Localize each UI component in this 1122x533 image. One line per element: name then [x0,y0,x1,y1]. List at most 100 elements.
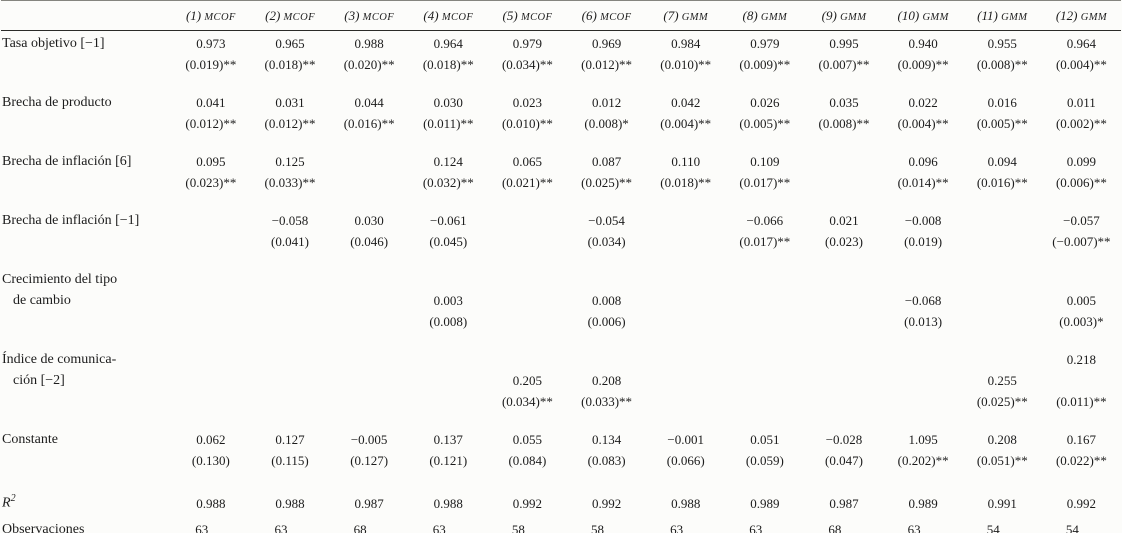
cell: 1.095 [908,432,938,447]
cell: (0.033)** [264,175,316,190]
table-row: (0.130) (0.115) (0.127) (0.121) (0.084) (0.08… [1,450,1121,486]
cell: (0.020)** [343,57,395,72]
cell: (0.121) [429,453,468,468]
cell [963,311,1042,347]
table-row: Constante 0.062 0.127 −0.005 0.137 0.055 0.134… [1,427,1121,450]
model-method: GMM [1080,12,1108,23]
cell: (0.025)** [976,394,1028,409]
cell: (0.034)** [501,394,553,409]
model-method: GMM [922,12,949,23]
cell [488,231,567,267]
model-number: (9) [821,8,841,23]
cell: 0.989 [750,495,780,511]
cell: 0.964 [433,36,463,51]
cell [963,208,1042,231]
cell: (0.005)** [976,116,1028,131]
cell: 0.992 [1066,495,1097,511]
table-row: Brecha de producto 0.041 0.031 0.044 0.030 0.… [1,90,1121,113]
cell [963,290,1042,311]
cell [330,290,409,311]
cell: (0.041) [271,234,309,249]
cell: 0.988 [433,495,463,511]
model-method: GMM [840,12,867,23]
row-label: Brecha de inflación [6] [2,154,132,169]
cell [250,347,329,370]
cell: (0.011)** [1056,394,1107,409]
cell [646,290,725,311]
cell: 0.023 [512,95,543,110]
cell [646,231,725,267]
table-header: (1) MCOF (2) MCOF (3) MCOF (4) MCOF (5) MCOF… [1,0,1121,31]
cell: 0.969 [591,36,622,51]
cell [804,391,883,427]
cell: 0.989 [908,495,938,511]
cell [804,311,883,347]
cell: 0.973 [196,36,226,51]
cell: 0.127 [275,432,305,447]
cell [171,370,250,391]
cell: (0.018)** [264,57,316,72]
cell [567,347,646,370]
row-label: Crecimiento del tipo [2,272,118,287]
cell: (0.033)** [581,394,633,409]
cell: 0.992 [591,495,622,511]
column-header: (11) GMM [962,0,1042,31]
cell [488,267,567,290]
cell: 0.026 [750,95,780,110]
cell [884,347,963,370]
column-header: (6) MCOF [567,0,647,31]
cell: 0.208 [987,432,1017,447]
cell: −0.008 [904,213,942,228]
column-header: (2) MCOF [250,0,330,31]
cell [884,267,963,290]
cell: 0.965 [275,36,305,51]
column-header: (1) MCOF [171,0,251,31]
table-row: (0.012)** (0.012)** (0.016)** (0.011)** (0.0… [1,113,1121,149]
cell: 0.988 [275,495,305,511]
cell: 54 [986,521,1000,533]
row-label: Observaciones [2,521,85,533]
cell [804,172,883,208]
cell: (0.004)** [1055,57,1107,72]
cell: (0.006) [587,314,626,329]
row-label [1,450,171,486]
cell [250,391,329,427]
cell [646,370,725,391]
row-label [1,231,171,267]
cell: (0.013) [904,314,943,329]
cell: (0.008)** [976,57,1028,72]
cell: (0.130) [191,453,230,468]
cell [330,149,409,172]
cell: 0.137 [433,432,463,447]
cell: 0.125 [275,154,305,169]
cell [250,267,329,290]
cell: 0.008 [591,293,622,308]
cell: (0.009)** [897,57,949,72]
cell: (0.018)** [422,57,474,72]
cell [804,290,883,311]
cell: (0.023)** [185,175,237,190]
cell: 0.055 [512,432,543,447]
cell: 0.205 [512,373,543,388]
cell [409,347,488,370]
table-row: (0.008) (0.006) (0.013) (0.003)* [1,311,1121,347]
cell [330,311,409,347]
column-header: (8) GMM [725,0,805,31]
cell [330,267,409,290]
cell: −0.028 [825,432,863,447]
cell: 0.021 [829,213,859,228]
cell [250,290,329,311]
cell: (0.059) [745,453,784,468]
cell: (0.021)** [501,175,553,190]
cell: (0.032)** [422,175,474,190]
cell: 0.208 [591,373,622,388]
model-method: MCOF [441,12,474,23]
column-header: (9) GMM [804,0,884,31]
cell: (0.006)** [1055,175,1107,190]
cell: −0.005 [350,432,388,447]
cell: (0.025)** [581,175,633,190]
cell: (0.012)** [264,116,316,131]
cell: 63 [274,521,288,533]
row-label: Índice de comunica- [2,352,117,367]
